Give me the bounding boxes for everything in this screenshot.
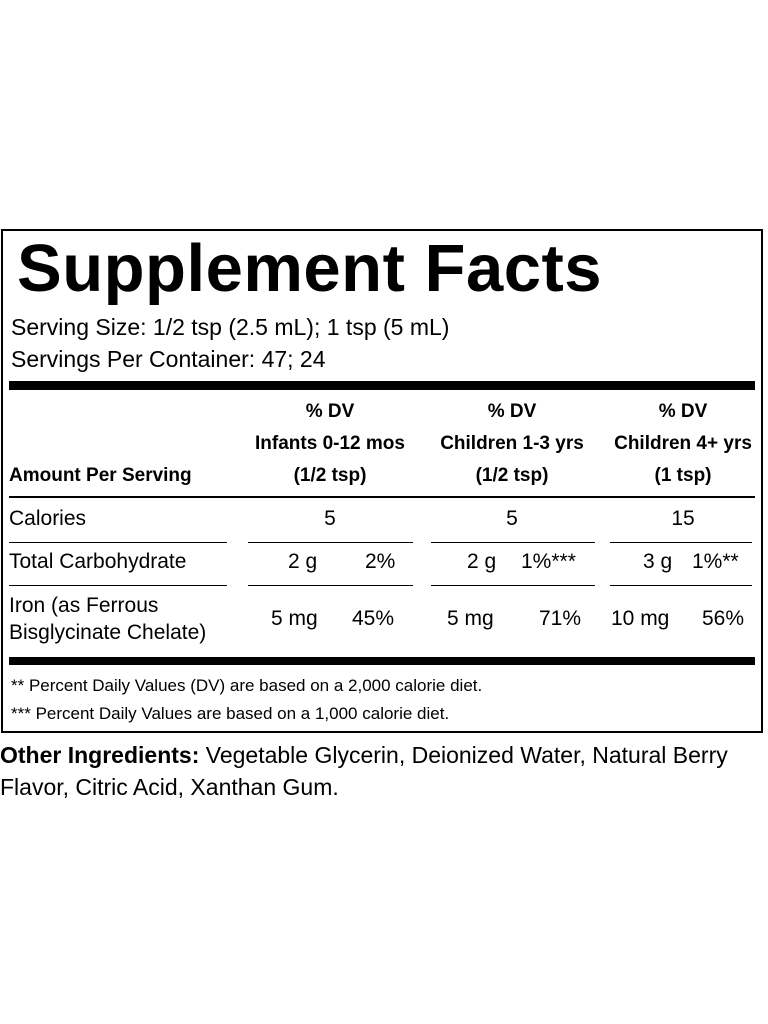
row-carb-col3-dv: 1%** xyxy=(692,550,739,573)
other-ingredients: Other Ingredients: Vegetable Glycerin, D… xyxy=(0,739,768,803)
col1-dv-header: % DV xyxy=(305,401,355,422)
row-iron-col3-amount: 10 mg xyxy=(611,607,670,630)
header-rule xyxy=(9,496,755,498)
servings-per-container: Servings Per Container: 47; 24 xyxy=(11,346,326,372)
row-carb-col3-amount: 3 g xyxy=(643,550,673,573)
row-carb-col1-dv: 2% xyxy=(365,550,396,573)
top-thick-bar xyxy=(9,381,755,390)
row-carb-col2-amount: 2 g xyxy=(467,550,497,573)
bottom-thick-bar xyxy=(9,657,755,665)
row-iron-col1-amount: 5 mg xyxy=(271,607,318,630)
footnote-triple-star: *** Percent Daily Values are based on a … xyxy=(11,704,450,723)
col1-group-header: Infants 0-12 mos xyxy=(255,433,405,454)
row-rule-col2-2 xyxy=(431,585,595,586)
col2-portion-header: (1/2 tsp) xyxy=(475,465,549,486)
row-calories-col2: 5 xyxy=(506,507,518,530)
serving-size: Serving Size: 1/2 tsp (2.5 mL); 1 tsp (5… xyxy=(11,314,450,340)
supplement-facts-label: Supplement Facts Serving Size: 1/2 tsp (… xyxy=(1,229,763,733)
row-calories-col1: 5 xyxy=(324,507,336,530)
row-iron-name-line1: Iron (as Ferrous xyxy=(9,594,159,617)
row-iron-col3-dv: 56% xyxy=(702,607,745,630)
row-carb-col2-dv: 1%*** xyxy=(521,550,576,573)
row-carb-col1-amount: 2 g xyxy=(288,550,318,573)
row-rule-col2 xyxy=(431,542,595,543)
row-rule-col1 xyxy=(248,542,413,543)
row-rule-col3-2 xyxy=(610,585,752,586)
row-rule-col1-2 xyxy=(248,585,413,586)
col1-portion-header: (1/2 tsp) xyxy=(293,465,367,486)
col3-group-header: Children 4+ yrs xyxy=(614,433,752,454)
row-calories-col3: 15 xyxy=(671,507,695,530)
row-calories-name: Calories xyxy=(9,507,87,530)
col2-group-header: Children 1-3 yrs xyxy=(440,433,584,454)
other-ingredients-label: Other Ingredients: xyxy=(0,742,200,768)
row-iron-col2-dv: 71% xyxy=(539,607,582,630)
row-iron-col1-dv: 45% xyxy=(352,607,395,630)
row-carb-name: Total Carbohydrate xyxy=(9,550,187,573)
col3-dv-header: % DV xyxy=(658,401,708,422)
row-rule-col3 xyxy=(610,542,752,543)
label-title: Supplement Facts xyxy=(17,231,603,306)
col3-portion-header: (1 tsp) xyxy=(654,465,712,486)
amount-per-serving-header: Amount Per Serving xyxy=(9,465,192,486)
col2-dv-header: % DV xyxy=(487,401,537,422)
footnote-double-star: ** Percent Daily Values (DV) are based o… xyxy=(11,676,483,695)
row-iron-col2-amount: 5 mg xyxy=(447,607,494,630)
row-rule-name-2 xyxy=(9,585,227,586)
row-iron-name-line2: Bisglycinate Chelate) xyxy=(9,621,207,644)
row-rule-name xyxy=(9,542,227,543)
other-ingredients-text: Vegetable Glycerin, Deionized Water, Nat… xyxy=(0,742,728,800)
